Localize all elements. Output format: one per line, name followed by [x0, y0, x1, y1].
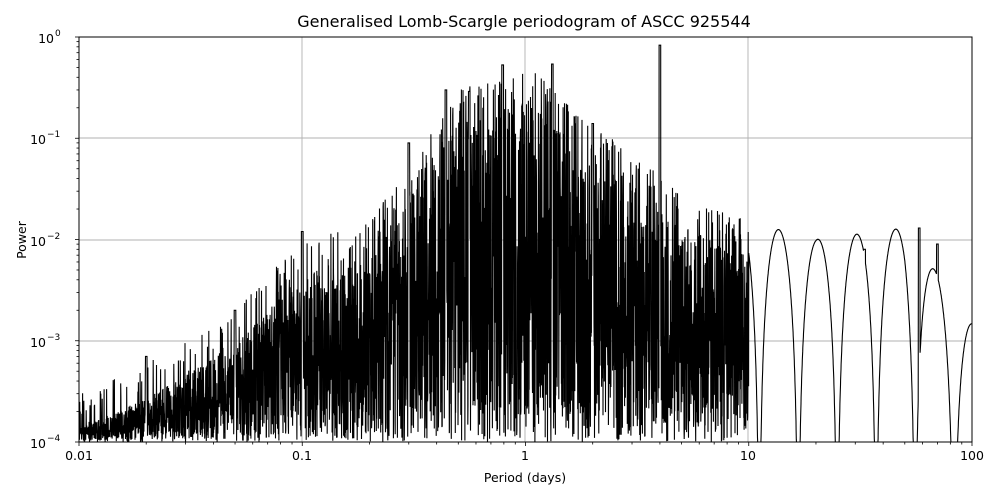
y-tick-label: 10 — [38, 31, 54, 46]
y-tick-exponent: −4 — [47, 434, 61, 444]
y-tick-exponent: 0 — [55, 29, 61, 39]
axis-ticks — [75, 36, 973, 446]
x-tick-label: 100 — [960, 448, 984, 463]
y-tick-label: 10 — [30, 132, 46, 147]
y-tick-label: 10 — [30, 335, 46, 350]
y-axis-tick-labels: 10 0 10 −1 10 −2 10 −3 10 −4 — [30, 29, 61, 451]
x-tick-label: 0.01 — [65, 448, 93, 463]
power-series-line — [79, 44, 972, 442]
x-tick-label: 0.1 — [292, 448, 312, 463]
x-tick-label: 1 — [521, 448, 529, 463]
x-axis-tick-labels: 0.01 0.1 1 10 100 — [65, 448, 984, 463]
y-tick-exponent: −3 — [47, 333, 60, 343]
y-tick-exponent: −1 — [47, 130, 60, 140]
x-axis-label: Period (days) — [484, 470, 566, 485]
x-tick-label: 10 — [740, 448, 756, 463]
chart-title: Generalised Lomb-Scargle periodogram of … — [297, 12, 751, 31]
y-tick-exponent: −2 — [47, 232, 60, 242]
y-axis-label: Power — [14, 220, 29, 259]
y-tick-label: 10 — [30, 234, 46, 249]
y-tick-label: 10 — [30, 436, 46, 451]
